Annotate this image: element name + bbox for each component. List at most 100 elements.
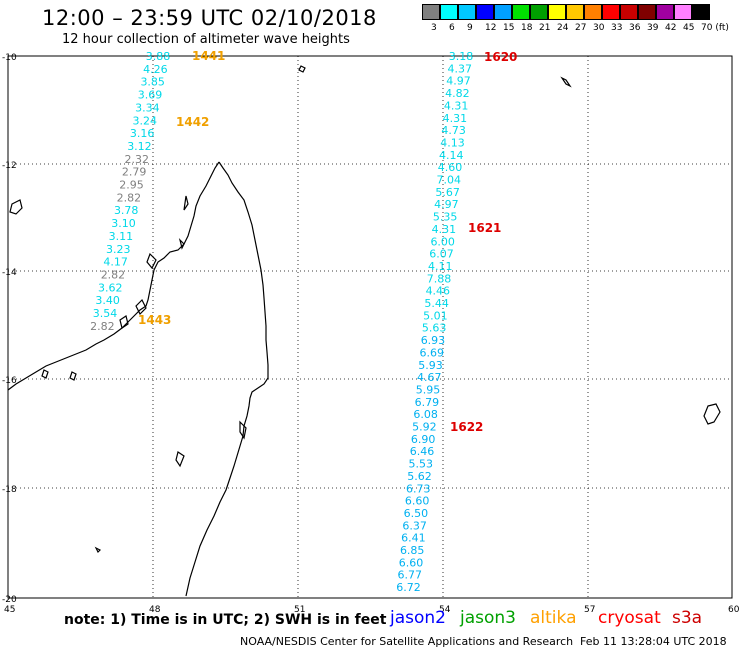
map-title: 12:00 – 23:59 UTC 02/10/2018 bbox=[42, 6, 377, 30]
generated-time: Feb 11 13:28:04 UTC 2018 bbox=[580, 635, 727, 648]
satellite-legend-item: jason2 bbox=[390, 608, 446, 628]
swh-value: 5.92 bbox=[412, 421, 437, 434]
swh-value: 3.23 bbox=[106, 243, 131, 256]
scale-label: 33 bbox=[611, 23, 623, 33]
swh-value: 3.40 bbox=[95, 294, 120, 307]
scale-label: 36 bbox=[629, 23, 641, 33]
scale-swatch bbox=[566, 4, 584, 20]
swh-value: 5.35 bbox=[433, 211, 458, 224]
map-grid: 45 48 51 54 57 60-10-12-14-16-18-20 bbox=[2, 53, 740, 615]
scale-swatch bbox=[440, 4, 458, 20]
lat-tick-label: -14 bbox=[2, 268, 17, 278]
scale-swatch bbox=[638, 4, 656, 20]
pass-time-labels: 1441 1442 1443 1620 1621 1622 bbox=[138, 49, 517, 434]
lon-tick-label: 60 bbox=[728, 605, 740, 615]
lon-tick-label: 57 bbox=[584, 605, 595, 615]
swh-value: 4.73 bbox=[441, 124, 466, 137]
swh-value: 4.46 bbox=[426, 285, 451, 298]
scale-label: 18 bbox=[521, 23, 533, 33]
map-frame bbox=[7, 55, 733, 599]
scale-label: 6 bbox=[449, 23, 455, 33]
swh-value: 6.93 bbox=[421, 334, 446, 347]
swh-value: 7.88 bbox=[427, 272, 452, 285]
scale-label: 30 bbox=[593, 23, 605, 33]
lat-tick-label: -18 bbox=[2, 485, 17, 495]
swh-value: 6.73 bbox=[406, 482, 431, 495]
swh-value: 3.18 bbox=[449, 50, 474, 63]
scale-swatch bbox=[548, 4, 566, 20]
lon-tick-label: 45 bbox=[4, 605, 15, 615]
swh-value: 2.79 bbox=[122, 166, 147, 179]
swh-value: 3.12 bbox=[127, 140, 152, 153]
scale-label: 42 bbox=[665, 23, 677, 33]
scale-label: 15 bbox=[503, 23, 515, 33]
coastline bbox=[7, 65, 721, 597]
swh-value: 2.95 bbox=[119, 179, 144, 192]
swh-value: 5.63 bbox=[422, 322, 447, 335]
swh-value: 6.37 bbox=[402, 519, 427, 532]
scale-swatch bbox=[458, 4, 476, 20]
pass-time-label: 1442 bbox=[176, 115, 209, 129]
scale-label: 12 bbox=[485, 23, 497, 33]
scale-label: 39 bbox=[647, 23, 659, 33]
scale-swatch bbox=[476, 4, 494, 20]
swh-value: 5.01 bbox=[423, 309, 448, 322]
lat-tick-label: -10 bbox=[2, 53, 17, 63]
pass-time-label: 1443 bbox=[138, 313, 171, 327]
swh-value: 6.08 bbox=[413, 408, 438, 421]
scale-swatch bbox=[584, 4, 602, 20]
swh-value: 6.60 bbox=[405, 495, 430, 508]
lat-tick-label: -12 bbox=[2, 161, 17, 171]
scale-swatch bbox=[656, 4, 674, 20]
scale-swatch bbox=[602, 4, 620, 20]
satellite-legend-item: s3a bbox=[672, 608, 703, 628]
scale-swatch bbox=[530, 4, 548, 20]
pass-time-label: 1621 bbox=[468, 221, 501, 235]
scale-swatch bbox=[422, 4, 440, 20]
scale-label: 21 bbox=[539, 23, 551, 33]
swh-value: 4.97 bbox=[434, 198, 459, 211]
swh-value: 3.10 bbox=[111, 217, 136, 230]
scale-label: 27 bbox=[575, 23, 587, 33]
swh-value: 6.90 bbox=[411, 433, 436, 446]
satellite-legend-item: cryosat bbox=[598, 608, 661, 628]
swh-value: 3.54 bbox=[93, 307, 118, 320]
swh-value: 6.60 bbox=[399, 556, 424, 569]
scale-swatch bbox=[512, 4, 530, 20]
swh-value: 3.69 bbox=[138, 89, 163, 102]
swh-value: 7.04 bbox=[437, 174, 462, 187]
credit-text: NOAA/NESDIS Center for Satellite Applica… bbox=[240, 635, 574, 648]
swh-value: 6.77 bbox=[398, 569, 423, 582]
swh-value: 4.37 bbox=[448, 62, 473, 75]
map-note: note: 1) Time is in UTC; 2) SWH is in fe… bbox=[64, 612, 387, 628]
swh-value: 6.85 bbox=[400, 544, 425, 557]
swh-value: 4.26 bbox=[143, 63, 168, 76]
swh-value: 6.72 bbox=[396, 581, 421, 594]
swh-value: 2.32 bbox=[125, 153, 150, 166]
swh-value: 4.13 bbox=[440, 136, 465, 149]
lat-tick-label: -20 bbox=[2, 595, 17, 605]
swh-value: 3.85 bbox=[140, 76, 165, 89]
map-subtitle: 12 hour collection of altimeter wave hei… bbox=[62, 32, 350, 47]
swh-value: 5.67 bbox=[435, 186, 460, 199]
swh-value: 3.78 bbox=[114, 204, 139, 217]
swh-value: 6.50 bbox=[404, 507, 429, 520]
track-right-values: 3.184.374.974.824.314.314.734.134.144.60… bbox=[396, 50, 473, 594]
swh-value: 3.34 bbox=[135, 101, 160, 114]
swh-value: 4.60 bbox=[438, 161, 463, 174]
scale-label: 70 (ft) bbox=[701, 23, 729, 33]
swh-value: 3.11 bbox=[109, 230, 134, 243]
swh-value: 2.82 bbox=[117, 191, 142, 204]
swh-value: 3.88 bbox=[146, 50, 171, 63]
lat-tick-label: -16 bbox=[2, 376, 17, 386]
satellite-legend-item: altika bbox=[530, 608, 577, 628]
swh-value: 6.79 bbox=[415, 396, 440, 409]
scale-swatch bbox=[674, 4, 692, 20]
scale-label: 24 bbox=[557, 23, 569, 33]
swh-value: 5.62 bbox=[407, 470, 432, 483]
scale-swatch bbox=[494, 4, 512, 20]
satellite-legend-item: jason3 bbox=[460, 608, 516, 628]
track-left-values: 3.884.263.853.693.343.243.163.122.322.79… bbox=[90, 50, 170, 333]
swh-value: 5.53 bbox=[408, 458, 433, 471]
